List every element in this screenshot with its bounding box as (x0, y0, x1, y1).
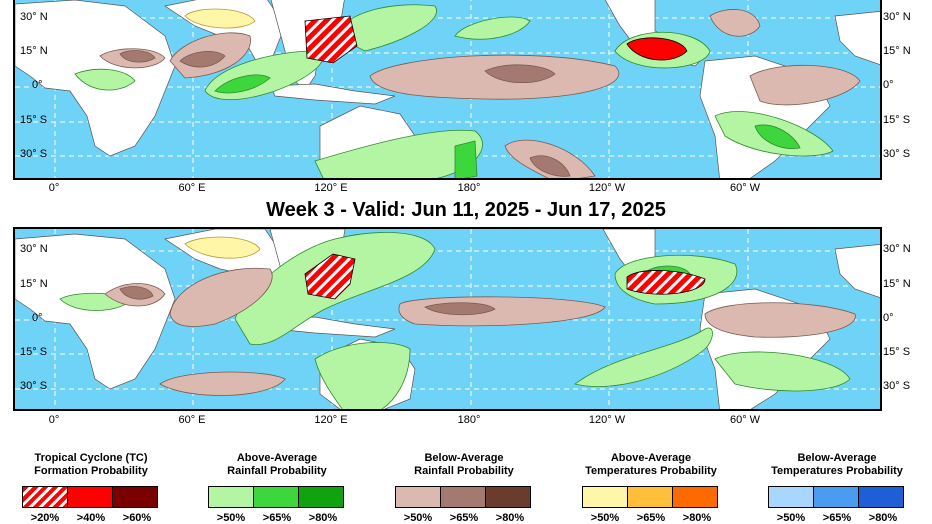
legend-swatches (395, 486, 533, 508)
west-africa (834, 11, 880, 65)
lat-label-30n-right: 30° N (883, 11, 911, 23)
lat-label-15n-left: 15° N (20, 45, 48, 57)
legend-temp-above: Above-Average Temperatures Probability >… (582, 452, 720, 524)
swatch-rain-above-50 (208, 486, 254, 508)
legend-title: Above-Average Temperatures Probability (585, 452, 717, 477)
lon-label-0: 0° (48, 182, 60, 194)
lat-label-30n-left: 30° N (20, 243, 48, 255)
week3-map (13, 227, 882, 411)
legend-title: Below-Average Temperatures Probability (771, 452, 903, 477)
swatch-rain-below-80 (485, 486, 531, 508)
lon-label-60e: 60° E (178, 182, 206, 194)
lat-label-30s-left: 30° S (20, 148, 48, 160)
lon-label-120w: 120° W (588, 414, 626, 426)
lat-label-15n-right: 15° N (883, 278, 911, 290)
swatch-temp-above-50 (582, 486, 628, 508)
swatch-rain-below-50 (395, 486, 441, 508)
lon-label-120w: 120° W (588, 182, 626, 194)
swatch-rain-below-65 (440, 486, 486, 508)
swatch-tc-40 (67, 486, 113, 508)
legend-swatches (768, 486, 906, 508)
lon-label-120e: 120° E (314, 414, 348, 426)
legend-rain-above: Above-Average Rainfall Probability >50% … (208, 452, 346, 524)
legend-title: Above-Average Rainfall Probability (227, 452, 327, 477)
lon-label-60w: 60° W (729, 182, 761, 194)
lat-label-eq-right: 0° (883, 312, 894, 324)
legend-tc-formation: Tropical Cyclone (TC) Formation Probabil… (22, 452, 160, 524)
swatch-rain-above-65 (253, 486, 299, 508)
swatch-temp-below-80 (858, 486, 904, 508)
swatch-rain-above-80 (298, 486, 344, 508)
lon-label-0: 0° (48, 414, 60, 426)
legend-swatches (582, 486, 720, 508)
legend-rain-below: Below-Average Rainfall Probability >50% … (395, 452, 533, 524)
swatch-temp-above-65 (627, 486, 673, 508)
lat-label-30n-left: 30° N (20, 11, 48, 23)
lat-label-15s-right: 15° S (883, 346, 911, 358)
legend-swatches (22, 486, 160, 508)
week3-title: Week 3 - Valid: Jun 11, 2025 - Jun 17, 2… (266, 199, 666, 221)
legend-swatches (208, 486, 346, 508)
legend-ticks: >50% >65% >80% (590, 512, 712, 524)
lat-label-15s-left: 15° S (20, 114, 48, 126)
legend-ticks: >50% >65% >80% (403, 512, 525, 524)
lat-label-30s-right: 30° S (883, 380, 911, 392)
forecast-areas (74, 4, 861, 178)
west-africa (834, 244, 880, 298)
legend-ticks: >50% >65% >80% (776, 512, 898, 524)
africa (15, 233, 176, 390)
lon-label-180: 180° (457, 182, 481, 194)
lat-label-15n-left: 15° N (20, 278, 48, 290)
lat-label-15s-right: 15° S (883, 114, 911, 126)
lat-label-30s-left: 30° S (20, 380, 48, 392)
lon-label-120e: 120° E (314, 182, 348, 194)
legend-temp-below: Below-Average Temperatures Probability >… (768, 452, 906, 524)
lon-label-60e: 60° E (178, 414, 206, 426)
lat-label-30s-right: 30° S (883, 148, 911, 160)
swatch-temp-below-65 (813, 486, 859, 508)
indonesia (269, 83, 396, 105)
forecast-areas (59, 232, 856, 409)
legend-title: Tropical Cyclone (TC) Formation Probabil… (34, 452, 148, 477)
lat-label-eq-left: 0° (32, 79, 43, 91)
lat-label-15n-right: 15° N (883, 45, 911, 57)
lat-label-15s-left: 15° S (20, 346, 48, 358)
week2-map (13, 0, 882, 180)
swatch-temp-above-80 (672, 486, 718, 508)
lat-label-eq-left: 0° (32, 312, 43, 324)
lat-label-eq-right: 0° (883, 79, 894, 91)
legend-ticks: >50% >65% >80% (216, 512, 338, 524)
lon-label-180: 180° (457, 414, 481, 426)
legend-ticks: >20% >40% >60% (30, 512, 152, 524)
swatch-temp-below-50 (768, 486, 814, 508)
swatch-tc-60 (112, 486, 158, 508)
legend-title: Below-Average Rainfall Probability (414, 452, 514, 477)
lat-label-30n-right: 30° N (883, 243, 911, 255)
swatch-tc-20 (22, 486, 68, 508)
lon-label-60w: 60° W (729, 414, 761, 426)
